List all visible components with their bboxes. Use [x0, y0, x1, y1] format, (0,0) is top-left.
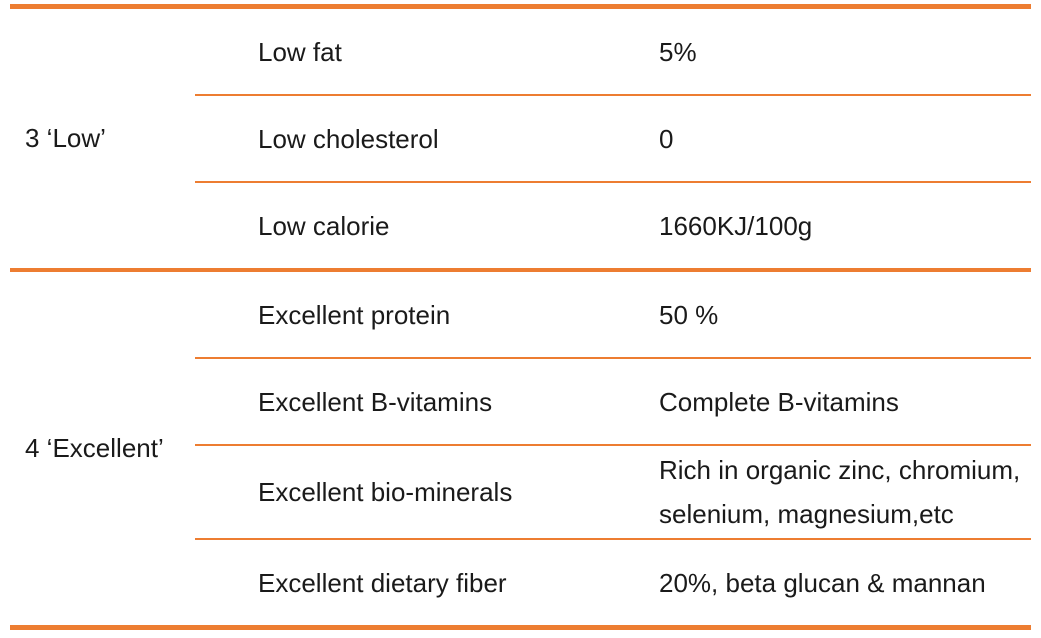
claim-name: Excellent bio-minerals	[258, 477, 513, 507]
claim-value: 5%	[659, 36, 697, 67]
group-label-low: 3 ‘Low’	[25, 123, 106, 153]
claim-name: Excellent dietary fiber	[258, 567, 507, 598]
claim-name: Low calorie	[258, 210, 390, 241]
table-group-low: 3 ‘Low’ Low fat 5% Low cholesterol 0 Low…	[10, 9, 1031, 268]
claim-value: Rich in organic zinc, chromium, selenium…	[659, 455, 1021, 529]
claim-value: Complete B-vitamins	[659, 386, 899, 417]
table-row: Excellent bio-minerals Rich in organic z…	[195, 444, 1031, 538]
claim-name: Low cholesterol	[258, 123, 439, 154]
table-row: Excellent dietary fiber 20%, beta glucan…	[195, 538, 1031, 625]
table-row: Excellent protein 50 %	[195, 272, 1031, 357]
group-rows-excellent: Excellent protein 50 % Excellent B-vitam…	[195, 272, 1031, 625]
claim-name: Low fat	[258, 36, 342, 67]
claim-name: Excellent protein	[258, 299, 451, 330]
table-row: Low calorie 1660KJ/100g	[195, 181, 1031, 268]
claim-value: 20%, beta glucan & mannan	[659, 567, 986, 598]
table-row: Low fat 5%	[195, 9, 1031, 94]
claim-value: 1660KJ/100g	[659, 210, 813, 241]
group-label-excellent: 4 ‘Excellent’	[25, 433, 164, 463]
table-group-excellent: 4 ‘Excellent’ Excellent protein 50 % Exc…	[10, 268, 1031, 625]
table-row: Low cholesterol 0	[195, 94, 1031, 181]
nutrition-claims-table: 3 ‘Low’ Low fat 5% Low cholesterol 0 Low…	[10, 4, 1031, 630]
group-rows-low: Low fat 5% Low cholesterol 0 Low calorie…	[195, 9, 1031, 268]
claim-value: 0	[659, 123, 674, 154]
claim-name: Excellent B-vitamins	[258, 386, 493, 417]
claim-value: 50 %	[659, 299, 719, 330]
table-row: Excellent B-vitamins Complete B-vitamins	[195, 357, 1031, 444]
